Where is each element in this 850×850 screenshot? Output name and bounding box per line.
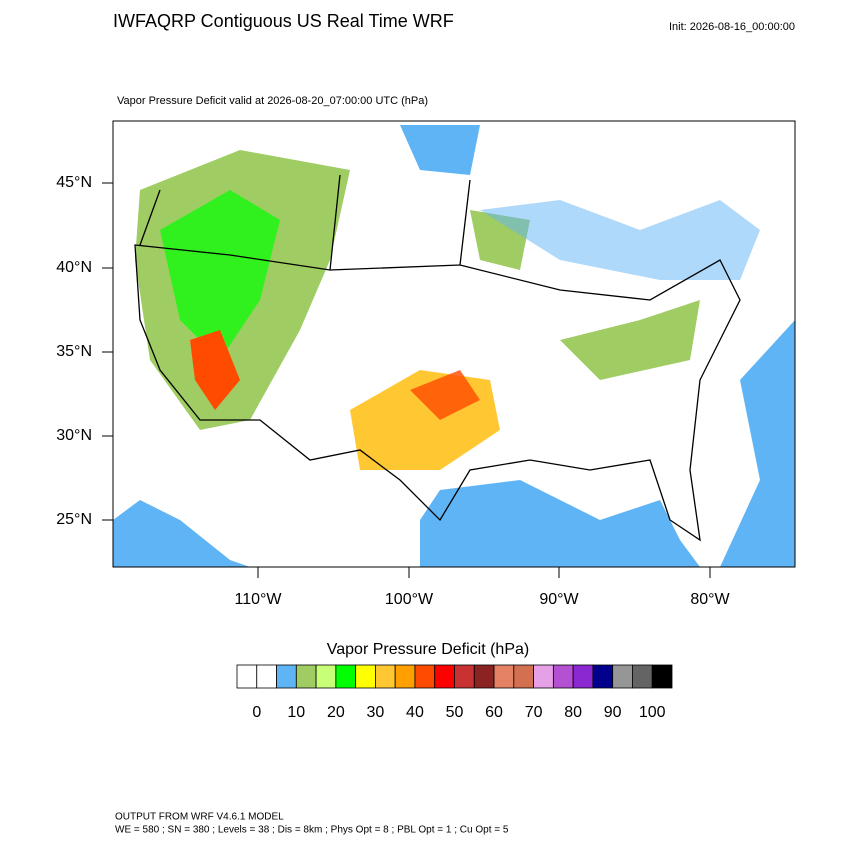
colorbar-label: 30 <box>367 704 385 721</box>
lat-label: 35°N <box>56 343 92 360</box>
init-time: Init: 2026-08-16_00:00:00 <box>669 21 795 33</box>
lat-label: 30°N <box>56 427 92 444</box>
colorbar-label: 80 <box>564 704 582 721</box>
colorbar-label: 70 <box>525 704 543 721</box>
lon-label: 100°W <box>385 591 434 608</box>
pacific <box>113 500 250 567</box>
colorbar-label: 0 <box>252 704 261 721</box>
colorbar-label: 50 <box>446 704 464 721</box>
footer-line: WE = 580 ; SN = 380 ; Levels = 38 ; Dis … <box>115 825 509 836</box>
colorbar-box <box>394 664 416 689</box>
map-frame <box>112 120 796 568</box>
west-green <box>160 190 280 360</box>
oklahoma-hot <box>410 370 480 420</box>
colorbar-box <box>651 664 673 689</box>
subtitle: Vapor Pressure Deficit valid at 2026-08-… <box>117 95 428 107</box>
appalachia <box>560 300 700 380</box>
colorbar-title: Vapor Pressure Deficit (hPa) <box>327 641 529 658</box>
map <box>112 120 796 568</box>
colorbar-box <box>612 664 633 689</box>
lon-label: 90°W <box>539 591 579 608</box>
borders <box>134 174 741 542</box>
colorbar-box <box>533 664 554 689</box>
lon-label: 80°W <box>690 591 730 608</box>
colorbar-box <box>632 664 653 689</box>
lake <box>400 125 480 175</box>
colorbar-box <box>552 664 574 689</box>
lon-label: 110°W <box>234 591 282 608</box>
atlantic <box>720 320 795 567</box>
colorbar-box <box>256 664 277 689</box>
colorbar-box <box>276 664 297 689</box>
colorbar-label: 90 <box>604 704 622 721</box>
lat-label: 40°N <box>56 259 92 276</box>
colorbar-box <box>295 664 317 689</box>
colorbar-box <box>315 664 337 689</box>
colorbar-label: 20 <box>327 704 345 721</box>
footer-line: OUTPUT FROM WRF V4.6.1 MODEL <box>115 812 284 823</box>
colorbar-box <box>592 664 614 689</box>
colorbar-box <box>414 664 436 689</box>
colorbar-label: 100 <box>639 704 666 721</box>
lat-label: 25°N <box>56 511 92 528</box>
desert-hot <box>190 330 240 410</box>
colorbar-box <box>434 664 455 689</box>
colorbar-box <box>572 664 594 689</box>
title: IWFAQRP Contiguous US Real Time WRF <box>113 11 454 31</box>
gulf <box>420 480 700 567</box>
colorbar-label: 40 <box>406 704 424 721</box>
colorbar-label: 10 <box>287 704 305 721</box>
colorbar-box <box>493 664 515 689</box>
colorbar-box <box>454 664 475 689</box>
colorbar-box <box>473 664 495 689</box>
colorbar-label: 60 <box>485 704 503 721</box>
colorbar-box <box>375 664 396 689</box>
colorbar-box <box>236 664 258 689</box>
colorbar-box <box>355 664 376 689</box>
lat-label: 45°N <box>56 174 92 191</box>
great-lakes-moist <box>480 200 760 280</box>
colorbar-box <box>513 664 534 689</box>
colorbar-box <box>335 664 357 689</box>
